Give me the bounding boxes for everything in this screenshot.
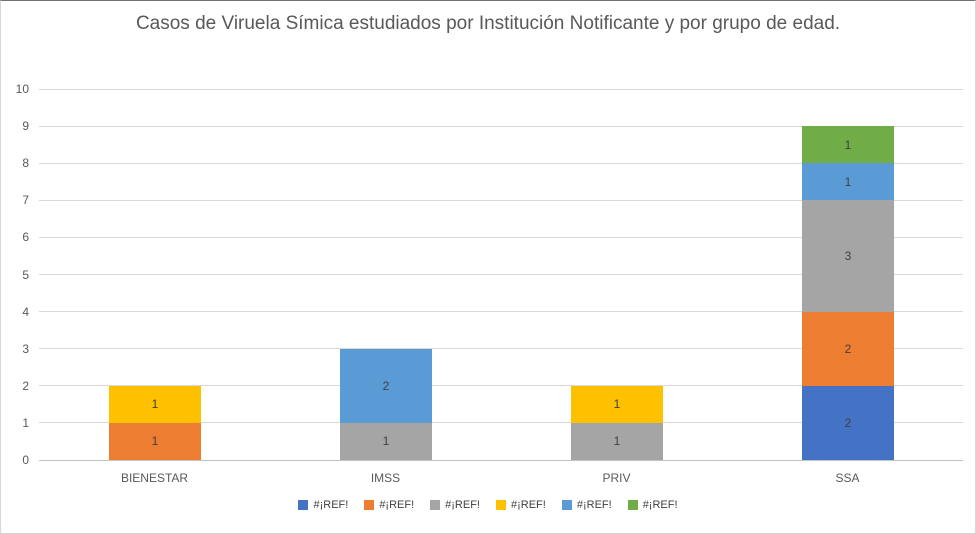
legend-color-swatch — [561, 500, 572, 510]
bar-segment-data-label: 1 — [844, 137, 852, 152]
legend-item: #¡REF! — [364, 499, 414, 511]
gridline — [39, 236, 963, 238]
legend-color-swatch — [430, 500, 441, 510]
bar-segment: 1 — [109, 385, 201, 423]
bar-segment-data-label: 1 — [613, 397, 621, 412]
legend-color-swatch — [627, 500, 638, 510]
legend-color-swatch — [298, 500, 309, 510]
gridline — [39, 459, 963, 461]
x-axis-category-label: IMSS — [370, 471, 401, 485]
bar-segment-data-label: 1 — [844, 174, 852, 189]
chart-title-text: Casos de Viruela Símica estudiados por I… — [135, 13, 841, 34]
gridline — [39, 422, 963, 424]
bar-segment: 2 — [802, 385, 894, 460]
y-axis-tick-label: 10 — [15, 82, 29, 96]
bar-segment-data-label: 2 — [844, 415, 852, 430]
legend-series-label: #¡REF! — [313, 499, 349, 511]
bar-segment: 3 — [802, 200, 894, 312]
y-axis-tick-label: 9 — [22, 119, 29, 134]
legend-series-label: #¡REF! — [576, 499, 612, 511]
y-axis-tick-label: 7 — [22, 193, 29, 208]
chart-legend: #¡REF! #¡REF! #¡REF! #¡REF! #¡REF! #¡REF! — [1, 495, 975, 515]
y-axis-tick-label: 0 — [22, 453, 29, 467]
y-axis-tick-label: 5 — [22, 267, 29, 282]
bar-segment: 1 — [571, 422, 663, 460]
y-axis-tick-label: 2 — [22, 378, 29, 393]
legend-item: #¡REF! — [430, 499, 480, 511]
bar-segment-data-label: 1 — [151, 434, 159, 449]
legend-item: #¡REF! — [298, 499, 348, 511]
y-axis-tick-label: 3 — [22, 341, 29, 356]
bar-segment-data-label: 1 — [613, 434, 621, 449]
bar-segment: 1 — [109, 422, 201, 460]
legend-item: #¡REF! — [627, 499, 678, 511]
y-axis-tick-label: 1 — [22, 415, 29, 430]
gridline — [39, 199, 963, 201]
bar-segment: 2 — [802, 311, 894, 386]
y-axis-tick-label: 6 — [22, 230, 29, 245]
chart-title: Casos de Viruela Símica estudiados por I… — [1, 9, 975, 39]
legend-series-label: #¡REF! — [445, 499, 480, 511]
bar-segment-data-label: 2 — [382, 378, 390, 393]
bar-segment-data-label: 1 — [382, 434, 390, 449]
gridline — [39, 348, 963, 350]
y-axis-tick-label: 8 — [22, 156, 29, 171]
legend-color-swatch — [364, 500, 375, 510]
legend-color-swatch — [496, 500, 506, 510]
x-axis-category-label: BIENESTAR — [120, 471, 189, 485]
bar-segment-data-label: 2 — [844, 341, 852, 356]
x-axis-category-label: SSA — [835, 471, 860, 485]
legend-series-label: #¡REF! — [379, 499, 415, 511]
bar-segment: 2 — [340, 348, 432, 423]
legend-item: #¡REF! — [496, 499, 546, 511]
gridline — [39, 385, 963, 387]
y-axis-tick-label: 4 — [22, 304, 29, 319]
gridline — [39, 88, 963, 90]
legend-item: #¡REF! — [561, 499, 612, 511]
x-axis-category-label: PRIV — [602, 471, 631, 485]
bar-segment-data-label: 1 — [151, 397, 159, 412]
bar-segment: 1 — [571, 385, 663, 423]
gridline — [39, 311, 963, 313]
gridline — [39, 162, 963, 164]
legend-series-label: #¡REF! — [511, 499, 546, 511]
bar-segment: 1 — [802, 163, 894, 201]
gridline — [39, 274, 963, 275]
bar-segment: 1 — [340, 422, 432, 460]
gridline — [39, 125, 963, 127]
bar-segment: 1 — [802, 126, 894, 164]
bar-segment-data-label: 3 — [844, 248, 852, 263]
legend-series-label: #¡REF! — [642, 499, 678, 511]
